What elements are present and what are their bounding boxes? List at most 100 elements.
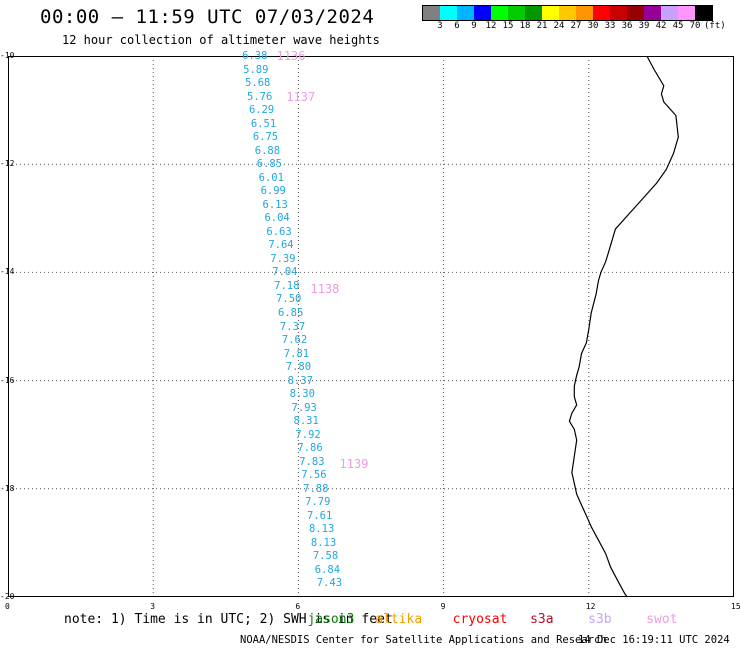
color-scale-swatch	[644, 6, 661, 20]
swh-value-label: 7.83	[299, 455, 325, 468]
x-tick-label: 15	[731, 602, 740, 611]
color-scale-label: 33	[604, 21, 616, 31]
color-scale-label: 3	[437, 21, 443, 31]
legend-satellite-cryosat: cryosat	[452, 612, 508, 627]
swh-value-label: 8.30	[289, 388, 315, 401]
swh-value-label: 8.37	[287, 374, 313, 387]
page-subtitle: 12 hour collection of altimeter wave hei…	[62, 33, 380, 47]
color-scale-label: 9	[471, 21, 477, 31]
color-scale-label: 42	[655, 21, 667, 31]
color-scale-swatch	[508, 6, 525, 20]
x-tick-label: 12	[585, 602, 596, 611]
swh-value-label: 6.75	[252, 131, 279, 144]
swh-value-label: 6.88	[254, 144, 281, 157]
color-scale-label: 18	[519, 21, 531, 31]
swh-value-label: 7.18	[274, 279, 300, 292]
color-scale-label: 45	[672, 21, 684, 31]
swh-value-label: 5.68	[245, 77, 271, 90]
y-tick-label: -14	[0, 267, 15, 277]
swh-value-label: 7.92	[295, 428, 321, 441]
swh-value-label: 6.63	[266, 225, 292, 238]
footer-timestamp: 14 Dec 16:19:11 UTC 2024	[578, 634, 730, 646]
color-scale-label: 21	[536, 21, 548, 31]
color-scale-label: 70	[689, 21, 701, 31]
legend-satellite-s3b: s3b	[588, 612, 612, 627]
swh-value-label: 7.04	[272, 266, 298, 279]
swh-value-label: 7.43	[316, 577, 343, 590]
swh-value-label: 8.13	[310, 536, 337, 549]
x-tick-label: 3	[150, 602, 156, 611]
y-tick-label: -10	[0, 51, 15, 60]
swh-value-label: 7.93	[291, 401, 317, 414]
swh-value-label: 8.13	[308, 523, 335, 536]
swh-value-label: 7.81	[283, 347, 310, 360]
swh-value-label: 6.84	[314, 563, 341, 576]
legend-note: note: 1) Time is in UTC; 2) SWH is in fe…	[64, 612, 393, 627]
swh-value-label: 7.86	[297, 442, 323, 455]
swh-value-label: 7.56	[301, 469, 327, 482]
x-tick-label: 0	[5, 602, 10, 611]
swh-value-label: 6.38	[242, 50, 268, 62]
swh-value-label: 6.85	[277, 306, 304, 319]
swh-value-label: 7.50	[276, 293, 302, 306]
color-scale-label: 24	[553, 21, 565, 31]
legend-satellite-jason3: jason3	[307, 612, 355, 627]
x-tick-label: 9	[440, 602, 446, 611]
swh-value-label: 7.58	[312, 550, 339, 563]
y-tick-label: -12	[0, 159, 15, 169]
footer-credit: NOAA/NESDIS Center for Satellite Applica…	[240, 634, 607, 646]
color-scale-label: 15	[502, 21, 514, 31]
color-scale-swatch	[627, 6, 644, 20]
pass-time-label: 1137	[286, 89, 316, 104]
x-tick-label: 6	[295, 602, 301, 611]
color-scale-label: 12	[485, 21, 497, 31]
color-scale-swatch	[457, 6, 474, 20]
y-tick-label: -18	[0, 483, 15, 493]
color-scale-swatch	[695, 6, 712, 20]
color-scale-swatch	[559, 6, 576, 20]
swh-value-label: 7.79	[305, 496, 331, 509]
color-scale-swatch	[423, 6, 440, 20]
color-scale-swatch	[593, 6, 610, 20]
color-scale-swatch	[576, 6, 593, 20]
swh-value-label: 7.88	[303, 482, 329, 495]
y-tick-label: -20	[0, 592, 15, 601]
page-title: 00:00 — 11:59 UTC 07/03/2024	[40, 6, 375, 28]
color-scale-swatch	[474, 6, 491, 20]
swh-value-label: 5.76	[247, 90, 273, 103]
swh-value-label: 6.99	[260, 185, 286, 198]
swh-value-label: 5.89	[243, 63, 269, 76]
color-scale-swatch	[661, 6, 678, 20]
color-scale-swatch	[491, 6, 508, 20]
swh-value-label: 7.39	[270, 252, 296, 265]
y-tick-label: -16	[0, 375, 15, 385]
color-scale-swatch	[610, 6, 627, 20]
color-scale-swatch	[678, 6, 695, 20]
coastline	[568, 56, 679, 597]
swh-value-label: 6.85	[256, 158, 283, 171]
color-scale-swatch	[440, 6, 457, 20]
color-scale-swatch	[542, 6, 559, 20]
swh-value-label: 6.04	[264, 212, 290, 225]
swh-value-label: 6.13	[262, 198, 288, 211]
swh-value-label: 6.01	[258, 171, 284, 184]
color-scale-unit: (ft)	[704, 21, 726, 31]
plot-frame	[8, 56, 734, 597]
legend-satellite-swot: swot	[646, 612, 678, 627]
color-scale-label: 30	[587, 21, 599, 31]
legend-satellite-s3a: s3a	[530, 612, 554, 627]
color-scale-label: 36	[621, 21, 633, 31]
pass-time-label: 1139	[339, 457, 369, 472]
color-scale-label: 27	[570, 21, 582, 31]
color-scale-label: 6	[454, 21, 460, 31]
pass-time-label: 1138	[310, 281, 340, 296]
swh-value-label: 6.29	[248, 104, 275, 117]
color-scale-bar	[422, 5, 713, 21]
swh-value-label: 7.80	[285, 361, 312, 374]
color-scale-label: 39	[638, 21, 650, 31]
swh-value-label: 8.31	[293, 415, 319, 428]
swh-value-label: 7.64	[268, 239, 294, 252]
wave-height-map	[8, 56, 734, 597]
swh-value-label: 7.62	[281, 334, 308, 347]
swh-value-label: 6.51	[250, 117, 277, 130]
